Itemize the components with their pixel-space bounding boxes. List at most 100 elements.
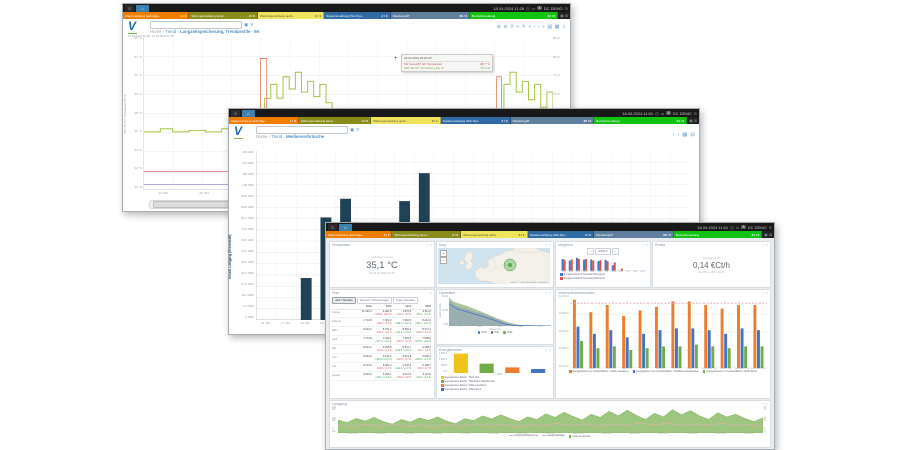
screen-icon[interactable]: ▭ bbox=[660, 110, 665, 116]
screen-icon[interactable]: ▭ bbox=[531, 5, 536, 11]
edit-icon[interactable]: ✎ bbox=[429, 243, 432, 247]
search-input[interactable] bbox=[150, 21, 242, 29]
alarmbar-icon[interactable]: ▦ bbox=[560, 13, 564, 18]
screen-icon[interactable]: ▭ bbox=[735, 224, 740, 230]
year-select[interactable]: 2020 ▾ bbox=[595, 248, 611, 255]
toolbar-icon[interactable]: ⇩ bbox=[561, 24, 566, 30]
tab-jahr-monate[interactable]: Jahr / Monate bbox=[332, 296, 356, 304]
toolbar-icon[interactable]: ✎ bbox=[521, 24, 526, 30]
alarmbar-icon[interactable]: ⊞ bbox=[565, 13, 569, 18]
power-icon[interactable]: ⊙ bbox=[564, 5, 568, 11]
breadcrumb-section[interactable]: Trend bbox=[271, 134, 283, 139]
clock-icon[interactable]: ◷ bbox=[526, 5, 530, 11]
home-tab[interactable]: ⌂ bbox=[339, 223, 352, 231]
edit-icon[interactable]: ✎ bbox=[645, 243, 648, 247]
toolbar-icon[interactable]: ‹ bbox=[533, 24, 536, 30]
tab-wochen-wochentage[interactable]: Wochen / Wochentage bbox=[356, 296, 392, 304]
tab-tage-stunden[interactable]: Tage / Stunden bbox=[392, 296, 419, 304]
toolbar-icon[interactable]: › bbox=[677, 132, 680, 138]
toolbar-icon[interactable]: ▦ bbox=[554, 24, 560, 30]
edit-icon[interactable]: ✎ bbox=[548, 243, 551, 247]
alarm-segment[interactable]: Handeingriff 38 / 0 bbox=[510, 117, 595, 124]
prev-year-button[interactable]: ‹ bbox=[587, 248, 595, 255]
alarm-segment[interactable]: Alarmmeldung (sofortige... 1 / 0 bbox=[326, 231, 393, 238]
edit-icon[interactable]: ✎ bbox=[548, 348, 551, 352]
alarmbar-icon[interactable]: ▦ bbox=[764, 232, 768, 237]
alarm-segment[interactable]: Störungsmeldung (anor... 2 / 0 bbox=[298, 117, 371, 124]
alarm-segment[interactable]: Störungsmeldung (anor... 2 / 0 bbox=[189, 12, 258, 19]
alarmbar-icon[interactable]: ⊞ bbox=[769, 232, 772, 237]
alarm-segment[interactable]: Alarmmeldung (sofortige... 1 / 0 bbox=[123, 12, 190, 19]
search-icon[interactable]: ⚲ bbox=[356, 127, 360, 132]
expand-icon[interactable]: ↗ bbox=[425, 243, 428, 247]
expand-icon[interactable]: ↗ bbox=[641, 243, 644, 247]
alarmbar-icon[interactable]: ⊞ bbox=[694, 118, 697, 123]
grouped-bar-chart[interactable] bbox=[570, 296, 767, 368]
home-tab[interactable]: ⌂ bbox=[242, 109, 255, 117]
toolbar-icon[interactable]: › bbox=[537, 24, 540, 30]
alarm-segment[interactable]: Handeingriff 38 / 0 bbox=[594, 231, 674, 238]
toolbar-icon[interactable]: ⚲ bbox=[510, 24, 514, 30]
edit-icon[interactable]: ✎ bbox=[429, 291, 432, 295]
power-icon[interactable]: ⊙ bbox=[693, 110, 697, 116]
edit-icon[interactable]: ✎ bbox=[765, 291, 768, 295]
user-avatar[interactable]: A bbox=[537, 6, 542, 10]
alarm-segment[interactable]: Systemmeldung (ISA-Sys... 2 / 0 bbox=[440, 117, 511, 124]
home-tab[interactable]: ⌂ bbox=[136, 4, 149, 12]
toolbar-icon[interactable]: + bbox=[516, 24, 520, 30]
alarm-segment[interactable]: Systemmeldung (ISA-Sys... 2 / 0 bbox=[527, 231, 595, 238]
clock-icon[interactable]: ◷ bbox=[730, 224, 734, 230]
menu-tab[interactable]: ≡ bbox=[125, 4, 134, 12]
save-icon[interactable]: ▣ bbox=[350, 127, 355, 132]
alarm-segment[interactable]: Systemmeldung (ISA-Sys... 2 / 0 bbox=[324, 12, 391, 19]
toolbar-icon[interactable]: ▦ bbox=[682, 132, 688, 138]
expand-icon[interactable]: ↗ bbox=[544, 291, 547, 295]
menu-tab[interactable]: ≡ bbox=[231, 109, 240, 117]
expand-icon[interactable]: ↗ bbox=[761, 291, 764, 295]
clock-icon[interactable]: ◷ bbox=[655, 110, 659, 116]
edit-icon[interactable]: ✎ bbox=[765, 243, 768, 247]
save-icon[interactable]: ▣ bbox=[244, 22, 249, 27]
expand-icon[interactable]: ↗ bbox=[761, 243, 764, 247]
monthly-comparison-chart[interactable] bbox=[560, 255, 646, 271]
toolbar-icon[interactable]: ⊖ bbox=[503, 24, 508, 30]
alarm-segment[interactable]: Wartungsmeldung quitti... 0 / 1 bbox=[461, 231, 528, 238]
map-zoom-out-button[interactable]: − bbox=[440, 257, 447, 264]
search-input[interactable] bbox=[256, 126, 348, 134]
toolbar-icon[interactable]: ▤ bbox=[547, 24, 553, 30]
power-icon[interactable]: ⊙ bbox=[768, 224, 772, 230]
toolbar-icon[interactable]: ⊕ bbox=[496, 24, 501, 30]
toolbar-icon[interactable]: « bbox=[528, 24, 532, 30]
alarm-segment[interactable]: Betriebsmeldung 21 / 0 bbox=[594, 117, 688, 124]
alarm-segment[interactable]: Handeingriff 38 / 0 bbox=[390, 12, 471, 19]
alarm-segment[interactable]: Betriebsmeldung 21 / 0 bbox=[470, 12, 559, 19]
alarmbar-icon[interactable]: ▦ bbox=[689, 118, 693, 123]
user-avatar[interactable]: A bbox=[741, 225, 746, 229]
menu-tab[interactable]: ≡ bbox=[328, 223, 337, 231]
edit-icon[interactable]: ✎ bbox=[548, 291, 551, 295]
alarm-segment[interactable]: Wartungsmeldung quitti... 0 / 1 bbox=[370, 117, 441, 124]
alarm-segment[interactable]: Betriebsmeldung 21 / 0 bbox=[673, 231, 763, 238]
breadcrumb-home[interactable]: Home bbox=[256, 134, 268, 139]
toolbar-icon[interactable]: » bbox=[542, 24, 545, 30]
expand-icon[interactable]: ↗ bbox=[544, 243, 547, 247]
toolbar-icon[interactable]: ‹ bbox=[672, 132, 675, 138]
next-year-button[interactable]: › bbox=[611, 248, 619, 255]
map-canvas[interactable]: + − Leaflet | © OpenStreetMap contributo… bbox=[438, 247, 551, 285]
load-profile-chart[interactable] bbox=[337, 407, 763, 434]
alarm-segment[interactable]: Alarmmeldung (sofortige... 1 / 0 bbox=[229, 117, 299, 124]
breadcrumb-home[interactable]: Home bbox=[150, 29, 162, 34]
expand-icon[interactable]: ↗ bbox=[544, 348, 547, 352]
alarm-segment[interactable]: Wartungsmeldung quitti... 0 / 1 bbox=[257, 12, 325, 19]
breadcrumb-section[interactable]: Trend bbox=[165, 29, 177, 34]
duration-curve-chart[interactable] bbox=[448, 296, 552, 327]
alarm-segment[interactable]: Störungsmeldung (anor... 2 / 0 bbox=[392, 231, 462, 238]
edit-icon[interactable]: ✎ bbox=[765, 402, 768, 406]
cost-bar-chart[interactable] bbox=[448, 353, 551, 373]
toolbar-icon[interactable]: ⊟ bbox=[690, 132, 695, 138]
scrollbar-handle[interactable] bbox=[153, 201, 235, 208]
expand-icon[interactable]: ↗ bbox=[761, 402, 764, 406]
map-zoom-in-button[interactable]: + bbox=[440, 250, 447, 257]
search-icon[interactable]: ⚲ bbox=[250, 22, 254, 27]
user-avatar[interactable]: A bbox=[666, 111, 671, 115]
